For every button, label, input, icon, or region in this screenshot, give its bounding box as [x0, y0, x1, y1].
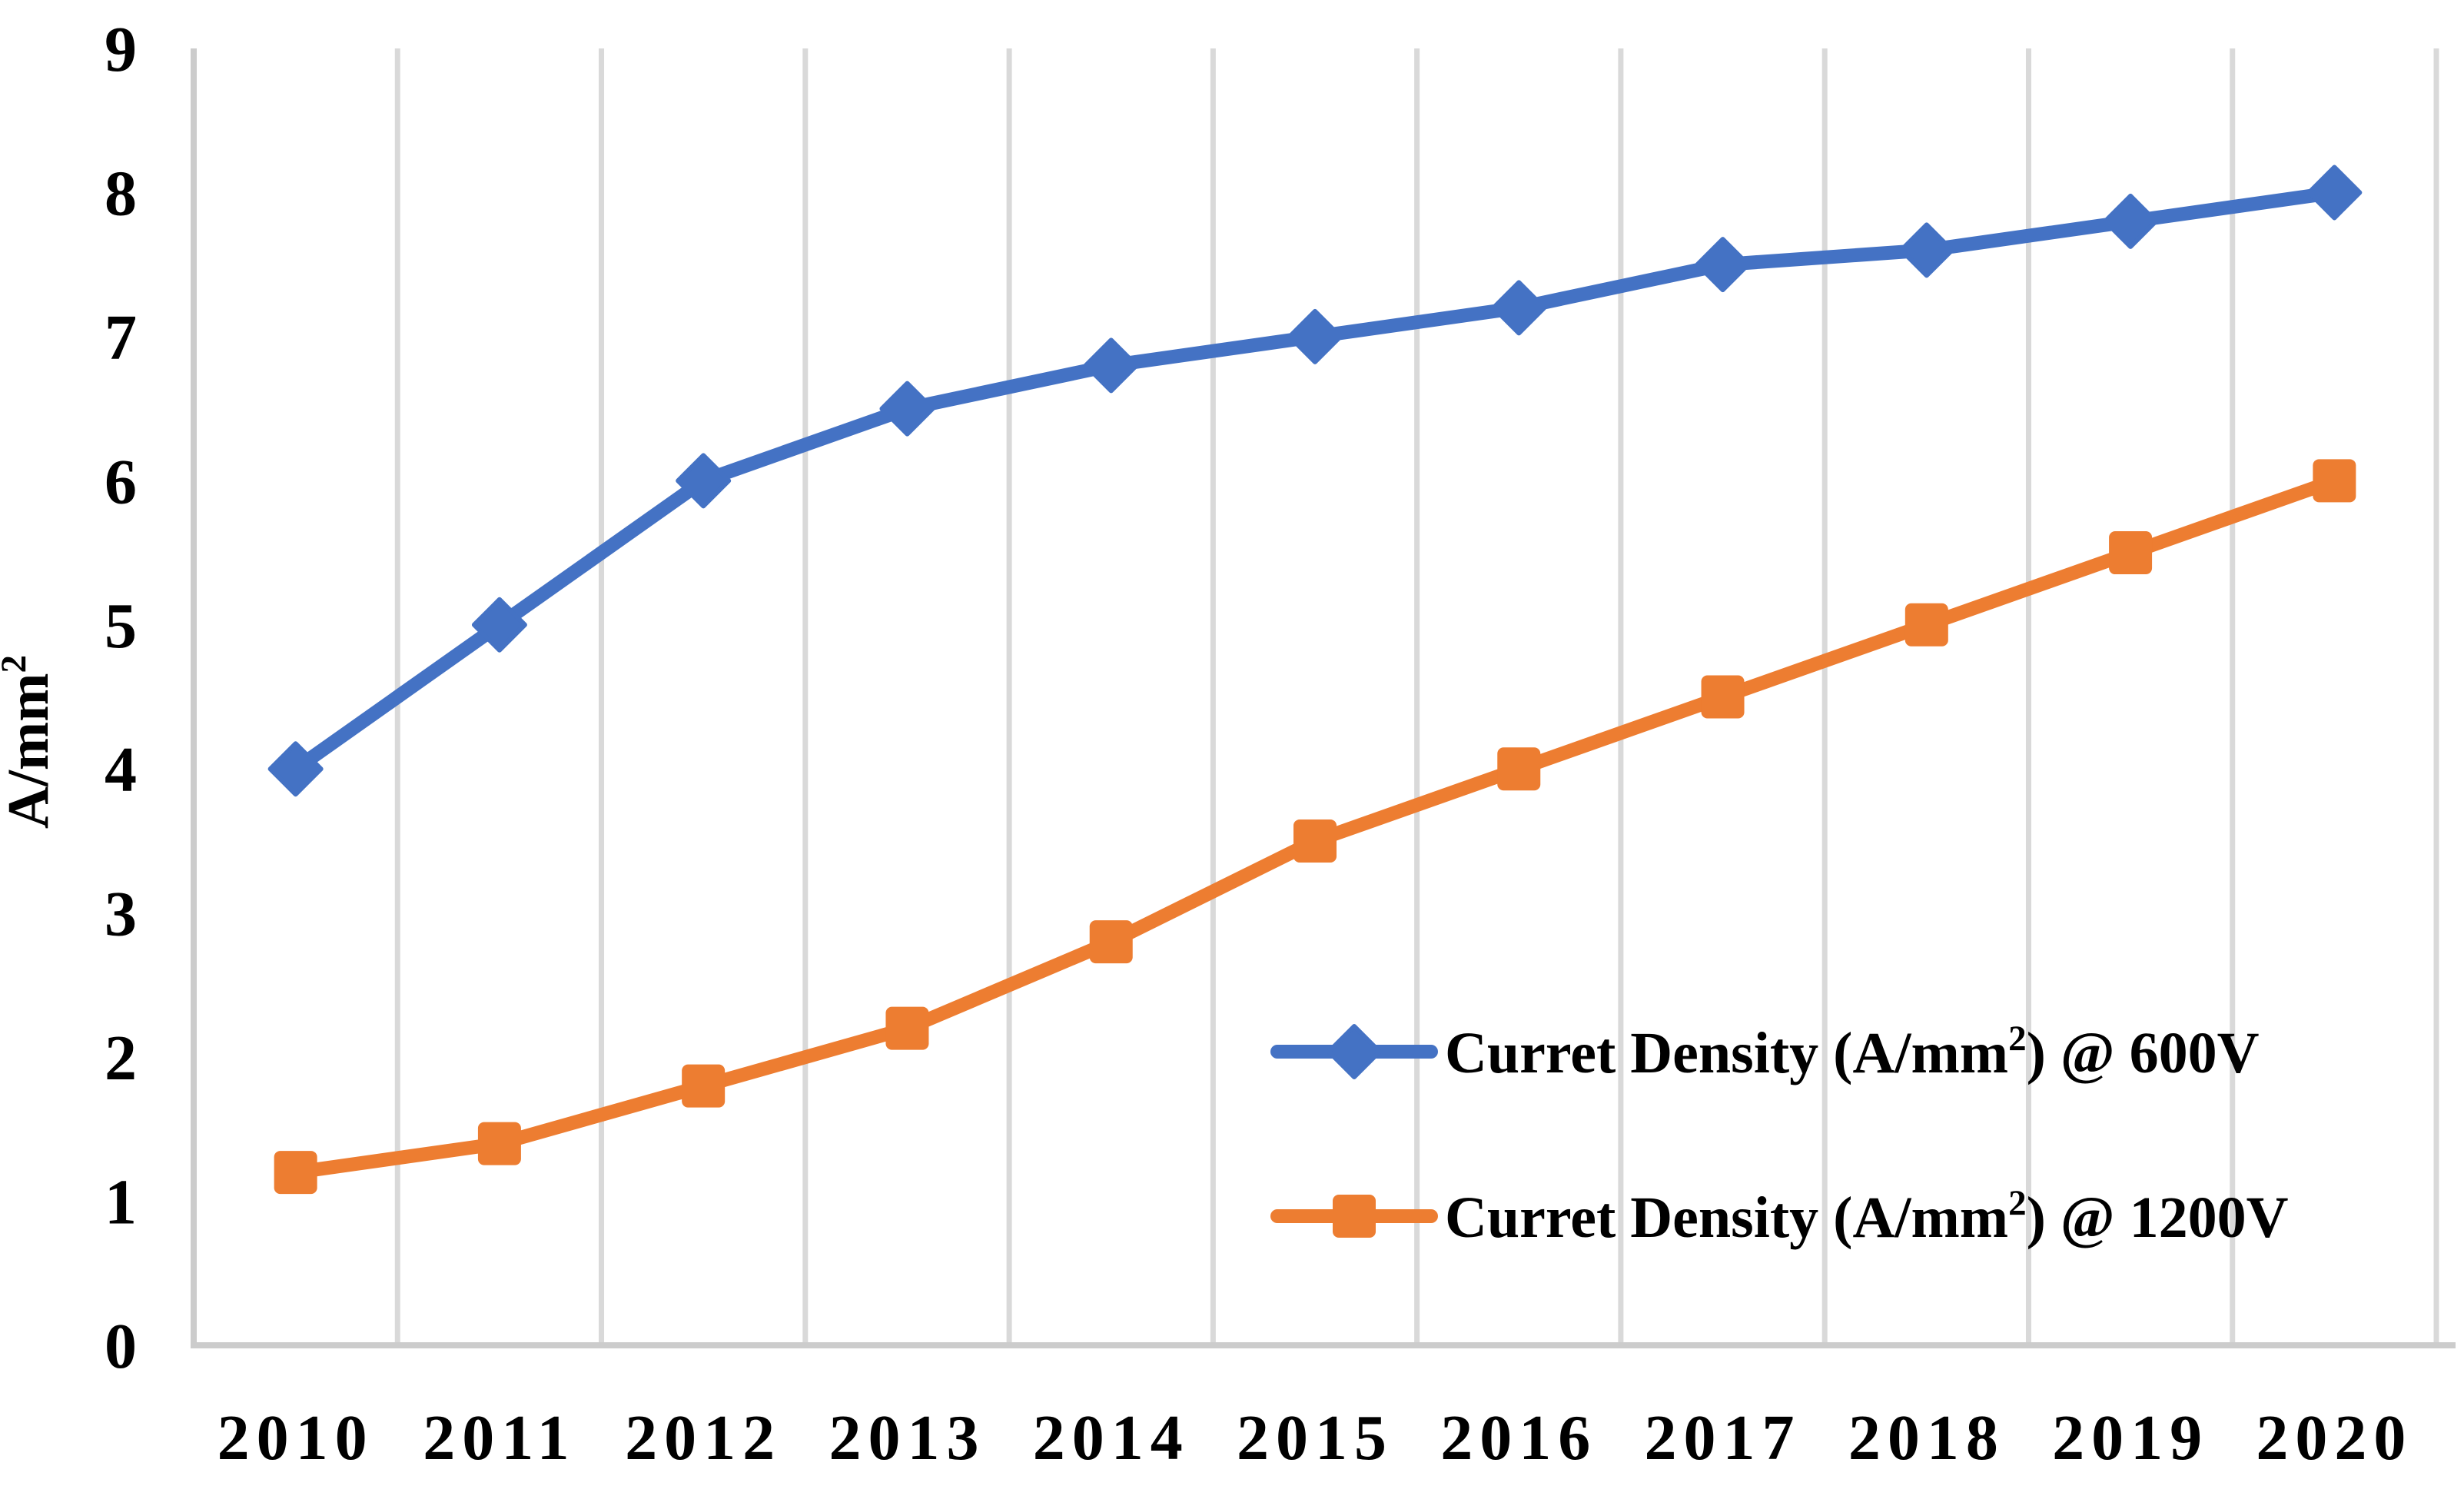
data-point-square [1701, 675, 1745, 719]
y-tick-label: 7 [105, 302, 137, 374]
y-tick-label: 1 [105, 1167, 137, 1238]
legend-label-1200v: Curret Density (A/mm2) @ 1200V [1445, 1183, 2289, 1250]
x-tick-label: 2010 [218, 1402, 374, 1474]
data-point-square [2313, 459, 2356, 503]
y-axis-title: A/mm2 [0, 655, 61, 829]
data-point-diamond [879, 381, 935, 437]
y-tick-label: 2 [105, 1022, 137, 1094]
legend-diamond-marker [1327, 1024, 1382, 1079]
data-point-diamond [2306, 165, 2363, 221]
x-tick-label: 2020 [2256, 1402, 2413, 1474]
data-point-diamond [1898, 222, 1954, 278]
data-point-square [1904, 603, 1948, 647]
y-tick-label: 6 [105, 446, 137, 517]
x-tick-label: 2011 [423, 1402, 576, 1474]
data-point-diamond [471, 597, 527, 653]
y-tick-label: 8 [105, 158, 137, 229]
x-tick-label: 2015 [1237, 1402, 1393, 1474]
data-point-square [2109, 531, 2153, 575]
data-point-square [1497, 747, 1541, 791]
data-point-diamond [2103, 193, 2159, 249]
y-tick-label: 0 [105, 1311, 137, 1382]
data-point-diamond [1491, 280, 1547, 336]
y-tick-label: 5 [105, 590, 137, 662]
data-point-diamond [1287, 308, 1343, 364]
x-tick-label: 2012 [625, 1402, 782, 1474]
y-tick-label: 9 [105, 14, 137, 85]
y-tick-label: 3 [105, 879, 137, 950]
x-tick-label: 2017 [1645, 1402, 1802, 1474]
x-tick-label: 2019 [2052, 1402, 2209, 1474]
data-point-square [1089, 920, 1133, 964]
legend-square-marker [1333, 1195, 1376, 1238]
x-tick-label: 2018 [1848, 1402, 2005, 1474]
data-point-square [477, 1122, 521, 1165]
x-tick-label: 2013 [829, 1402, 985, 1474]
data-point-diamond [1695, 237, 1751, 293]
legend-label-600v: Curret Density (A/mm2) @ 600V [1445, 1019, 2260, 1085]
data-point-diamond [676, 453, 732, 509]
data-point-diamond [267, 741, 324, 797]
data-point-square [885, 1006, 929, 1050]
data-point-square [682, 1064, 726, 1108]
y-tick-label: 4 [105, 734, 137, 806]
data-point-diamond [1083, 337, 1139, 394]
x-tick-label: 2014 [1033, 1402, 1190, 1474]
data-point-square [1293, 819, 1337, 863]
x-tick-label: 2016 [1440, 1402, 1597, 1474]
data-point-square [274, 1151, 317, 1195]
